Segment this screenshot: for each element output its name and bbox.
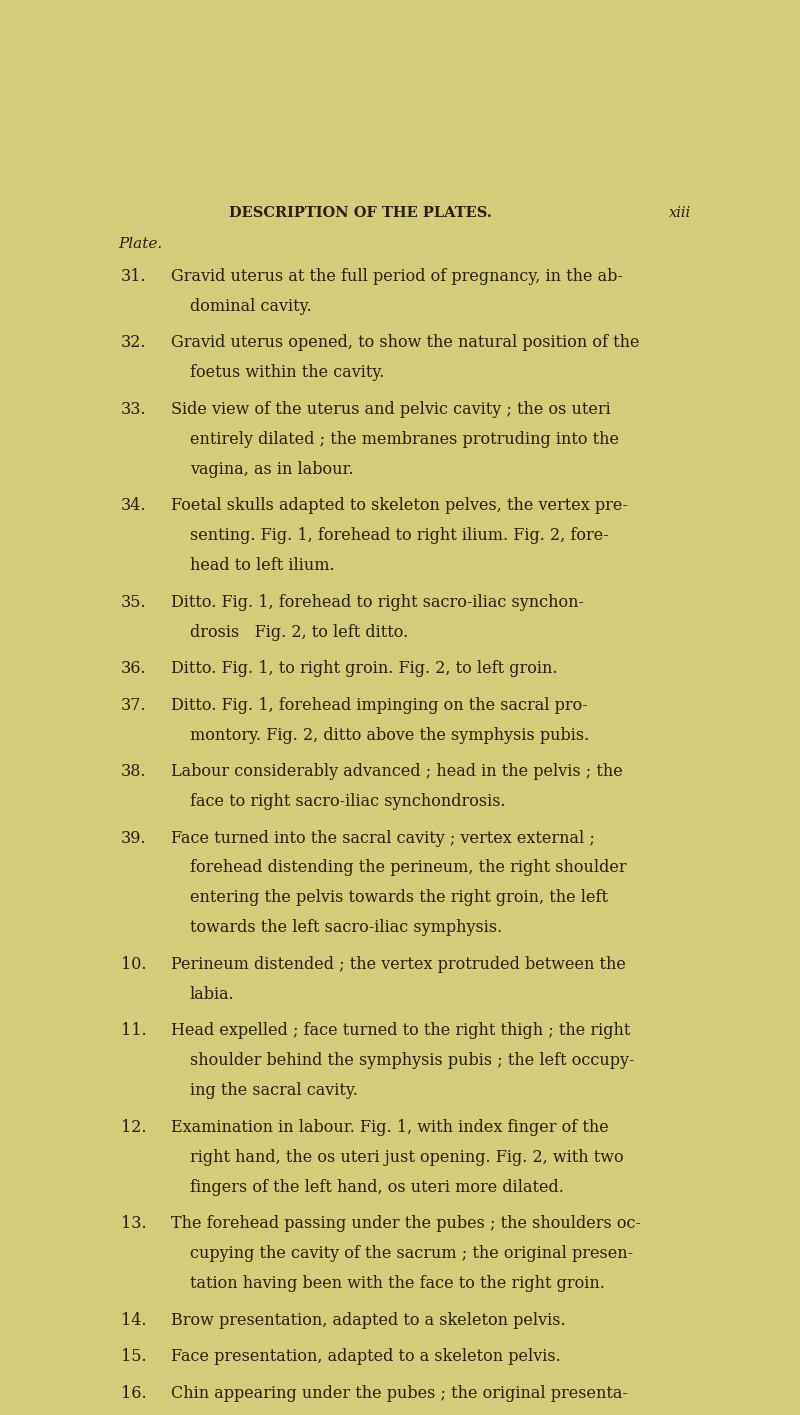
- Text: Perineum distended ; the vertex protruded between the: Perineum distended ; the vertex protrude…: [171, 957, 626, 974]
- Text: face to right sacro-iliac synchondrosis.: face to right sacro-iliac synchondrosis.: [190, 792, 506, 809]
- Text: 39.: 39.: [121, 829, 146, 846]
- Text: senting. Fig. 1, forehead to right ilium. Fig. 2, fore-: senting. Fig. 1, forehead to right ilium…: [190, 528, 609, 545]
- Text: 37.: 37.: [121, 696, 146, 713]
- Text: labia.: labia.: [190, 986, 234, 1003]
- Text: The forehead passing under the pubes ; the shoulders oc-: The forehead passing under the pubes ; t…: [171, 1215, 642, 1232]
- Text: Foetal skulls adapted to skeleton pelves, the vertex pre-: Foetal skulls adapted to skeleton pelves…: [171, 497, 628, 514]
- Text: head to left ilium.: head to left ilium.: [190, 558, 334, 574]
- Text: Plate.: Plate.: [118, 238, 163, 252]
- Text: cupying the cavity of the sacrum ; the original presen-: cupying the cavity of the sacrum ; the o…: [190, 1245, 633, 1262]
- Text: Examination in labour. Fig. 1, with index finger of the: Examination in labour. Fig. 1, with inde…: [171, 1119, 609, 1136]
- Text: 31.: 31.: [121, 267, 146, 284]
- Text: Side view of the uterus and pelvic cavity ; the os uteri: Side view of the uterus and pelvic cavit…: [171, 400, 611, 417]
- Text: 38.: 38.: [121, 763, 146, 780]
- Text: Ditto. Fig. 1, forehead to right sacro-iliac synchon-: Ditto. Fig. 1, forehead to right sacro-i…: [171, 594, 584, 611]
- Text: 36.: 36.: [121, 659, 146, 678]
- Text: forehead distending the perineum, the right shoulder: forehead distending the perineum, the ri…: [190, 859, 626, 876]
- Text: Chin appearing under the pubes ; the original presenta-: Chin appearing under the pubes ; the ori…: [171, 1385, 628, 1402]
- Text: 14.: 14.: [121, 1312, 146, 1329]
- Text: xiii: xiii: [669, 205, 690, 219]
- Text: right hand, the os uteri just opening. Fig. 2, with two: right hand, the os uteri just opening. F…: [190, 1149, 623, 1166]
- Text: 35.: 35.: [121, 594, 146, 611]
- Text: drosis   Fig. 2, to left ditto.: drosis Fig. 2, to left ditto.: [190, 624, 408, 641]
- Text: fingers of the left hand, os uteri more dilated.: fingers of the left hand, os uteri more …: [190, 1179, 564, 1196]
- Text: Head expelled ; face turned to the right thigh ; the right: Head expelled ; face turned to the right…: [171, 1023, 630, 1040]
- Text: Face turned into the sacral cavity ; vertex external ;: Face turned into the sacral cavity ; ver…: [171, 829, 595, 846]
- Text: 10.: 10.: [121, 957, 146, 974]
- Text: ing the sacral cavity.: ing the sacral cavity.: [190, 1082, 358, 1099]
- Text: DESCRIPTION OF THE PLATES.: DESCRIPTION OF THE PLATES.: [229, 205, 492, 219]
- Text: tation having been with the face to the right groin.: tation having been with the face to the …: [190, 1275, 605, 1292]
- Text: montory. Fig. 2, ditto above the symphysis pubis.: montory. Fig. 2, ditto above the symphys…: [190, 726, 589, 743]
- Text: Ditto. Fig. 1, forehead impinging on the sacral pro-: Ditto. Fig. 1, forehead impinging on the…: [171, 696, 588, 713]
- Text: Gravid uterus opened, to show the natural position of the: Gravid uterus opened, to show the natura…: [171, 334, 640, 351]
- Text: 12.: 12.: [121, 1119, 146, 1136]
- Text: Face presentation, adapted to a skeleton pelvis.: Face presentation, adapted to a skeleton…: [171, 1348, 561, 1365]
- Text: vagina, as in labour.: vagina, as in labour.: [190, 461, 354, 478]
- Text: 11.: 11.: [121, 1023, 146, 1040]
- Text: entering the pelvis towards the right groin, the left: entering the pelvis towards the right gr…: [190, 890, 608, 907]
- Text: entirely dilated ; the membranes protruding into the: entirely dilated ; the membranes protrud…: [190, 430, 619, 447]
- Text: shoulder behind the symphysis pubis ; the left occupy-: shoulder behind the symphysis pubis ; th…: [190, 1053, 634, 1070]
- Text: Labour considerably advanced ; head in the pelvis ; the: Labour considerably advanced ; head in t…: [171, 763, 623, 780]
- Text: towards the left sacro-iliac symphysis.: towards the left sacro-iliac symphysis.: [190, 920, 502, 937]
- Text: 16.: 16.: [121, 1385, 146, 1402]
- Text: dominal cavity.: dominal cavity.: [190, 297, 311, 314]
- Text: Brow presentation, adapted to a skeleton pelvis.: Brow presentation, adapted to a skeleton…: [171, 1312, 566, 1329]
- Text: Gravid uterus at the full period of pregnancy, in the ab-: Gravid uterus at the full period of preg…: [171, 267, 623, 284]
- Text: 13.: 13.: [121, 1215, 146, 1232]
- Text: 15.: 15.: [121, 1348, 146, 1365]
- Text: 33.: 33.: [121, 400, 146, 417]
- Text: 34.: 34.: [121, 497, 146, 514]
- Text: Ditto. Fig. 1, to right groin. Fig. 2, to left groin.: Ditto. Fig. 1, to right groin. Fig. 2, t…: [171, 659, 558, 678]
- Text: foetus within the cavity.: foetus within the cavity.: [190, 364, 384, 381]
- Text: 32.: 32.: [121, 334, 146, 351]
